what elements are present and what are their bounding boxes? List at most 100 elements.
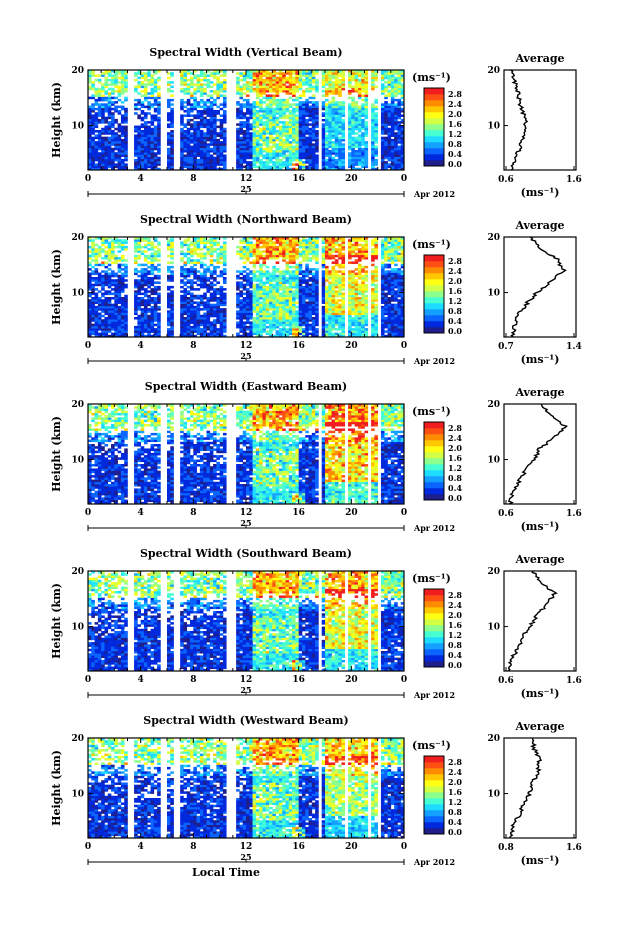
heatmap-cell	[242, 147, 247, 151]
heatmap-cell	[331, 76, 336, 80]
heatmap-cell	[117, 70, 122, 73]
heatmap-cell	[104, 328, 109, 331]
heatmap-cell	[236, 334, 240, 338]
heatmap-cell	[193, 92, 197, 95]
heatmap-cell	[328, 78, 332, 82]
heatmap-cell	[252, 274, 257, 278]
heatmap-cell	[180, 319, 184, 322]
heatmap-cell	[222, 94, 227, 97]
heatmap-cell	[285, 81, 290, 84]
heatmap-cell	[140, 310, 145, 313]
heatmap-cell	[209, 105, 214, 109]
heatmap-cell	[275, 239, 280, 242]
heatmap-cell	[157, 268, 161, 271]
heatmap-cell	[301, 125, 306, 129]
heatmap-cell	[278, 252, 283, 256]
heatmap-cell	[107, 243, 112, 247]
heatmap-cell	[94, 87, 99, 91]
heatmap-cell	[91, 150, 95, 153]
heatmap-cell	[236, 294, 240, 298]
heatmap-cell	[143, 138, 148, 142]
heatmap-cell	[91, 105, 95, 109]
heatmap-cell	[292, 118, 296, 122]
heatmap-cell	[348, 134, 352, 137]
heatmap-cell	[209, 323, 214, 327]
colorbar-swatch	[424, 130, 444, 137]
heatmap-cell	[124, 239, 128, 242]
heatmap-cell	[321, 112, 326, 115]
heatmap-cell	[157, 277, 161, 280]
heatmap-cell	[242, 241, 247, 244]
heatmap-cell	[91, 152, 95, 155]
heatmap-cell	[249, 165, 253, 169]
heatmap-cell	[190, 310, 194, 313]
heatmap-cell	[328, 92, 332, 95]
heatmap-cell	[252, 248, 257, 251]
heatmap-cell	[147, 328, 151, 331]
heatmap-cell	[334, 127, 339, 131]
heatmap-cell	[348, 110, 352, 113]
heatmap-cell	[157, 254, 161, 258]
heatmap-cell	[180, 130, 184, 133]
heatmap-cell	[315, 163, 319, 166]
heatmap-cell	[107, 312, 112, 316]
heatmap-cell	[275, 132, 280, 135]
heatmap-cell	[206, 123, 211, 126]
heatmap-cell	[143, 121, 148, 124]
heatmap-cell	[186, 158, 191, 162]
heatmap-cell	[213, 132, 217, 135]
heatmap-cell	[196, 283, 201, 287]
heatmap-cell	[390, 94, 395, 97]
heatmap-cell	[114, 90, 118, 93]
heatmap-cell	[97, 78, 102, 82]
heatmap-cell	[117, 87, 122, 91]
heatmap-cell	[246, 143, 250, 146]
heatmap-cell	[351, 76, 355, 80]
heatmap-cell	[111, 274, 115, 278]
heatmap-cell	[390, 101, 395, 104]
heatmap-cell	[371, 165, 375, 169]
heatmap-cell	[117, 158, 122, 162]
heatmap-cell	[348, 156, 352, 160]
heatmap-cell	[97, 141, 102, 144]
heatmap-cell	[249, 103, 253, 106]
heatmap-cell	[157, 274, 161, 278]
heatmap-cell	[213, 321, 217, 324]
heatmap-cell	[348, 132, 352, 135]
heatmap-cell	[275, 118, 280, 122]
heatmap-cell	[341, 125, 346, 129]
heatmap-cell	[167, 330, 171, 333]
heatmap-cell	[193, 163, 197, 166]
heatmap-cell	[219, 330, 224, 333]
heatmap-cell	[246, 130, 250, 133]
heatmap-cell	[255, 292, 260, 296]
heatmap-cell	[134, 297, 138, 300]
heatmap-cell	[334, 150, 339, 153]
heatmap-cell	[305, 78, 309, 82]
heatmap-cell	[88, 76, 92, 80]
heatmap-cell	[222, 263, 227, 267]
heatmap-cell	[338, 165, 342, 169]
heatmap-cell	[301, 134, 306, 137]
heatmap-cell	[143, 94, 148, 97]
heatmap-cell	[394, 81, 398, 84]
heatmap-cell	[282, 288, 286, 291]
heatmap-cell	[325, 136, 329, 140]
heatmap-cell	[361, 154, 365, 157]
heatmap-cell	[295, 154, 299, 157]
heatmap-cell	[321, 70, 326, 73]
heatmap-cell	[246, 279, 250, 282]
heatmap-cell	[246, 74, 250, 77]
heatmap-cell	[384, 138, 388, 142]
heatmap-cell	[137, 161, 141, 164]
heatmap-cell	[101, 90, 105, 93]
heatmap-cell	[88, 292, 92, 296]
heatmap-cell	[348, 147, 352, 151]
heatmap-cell	[239, 250, 244, 253]
heatmap-cell	[219, 103, 224, 106]
heatmap-cell	[351, 118, 355, 122]
heatmap-cell	[265, 74, 270, 77]
heatmap-cell	[170, 241, 174, 244]
heatmap-cell	[190, 321, 194, 324]
heatmap-cell	[94, 312, 99, 316]
